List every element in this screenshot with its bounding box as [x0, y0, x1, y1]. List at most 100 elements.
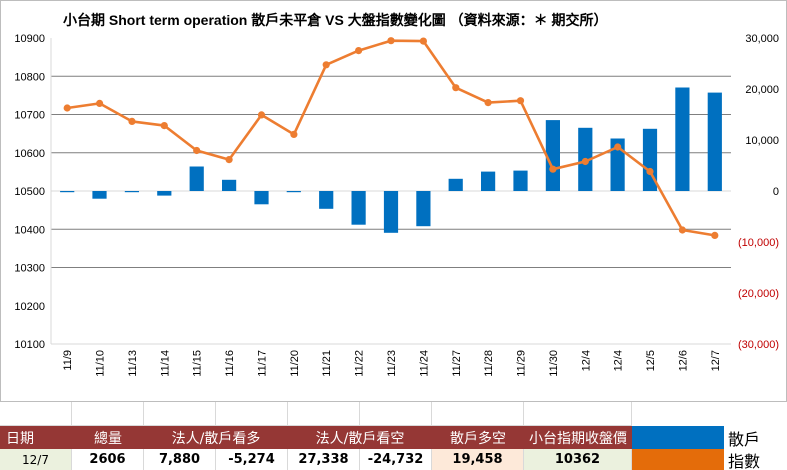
- bar: [383, 191, 399, 233]
- bar: [254, 191, 269, 205]
- header-long: 法人/散戶看多: [144, 426, 288, 449]
- right-tick-label: (20,000): [738, 288, 779, 300]
- x-axis: 11/9 11/10 11/13 11/14 11/15 11/16 11/17 11/20 1…: [62, 350, 722, 377]
- left-tick-label: 10800: [14, 71, 45, 83]
- x-tick-label: 11/9: [62, 350, 74, 371]
- x-tick-label: 11/13: [127, 350, 139, 377]
- line-point: [193, 146, 201, 155]
- bar: [157, 191, 172, 196]
- cell-retail-net: 19,458: [432, 449, 524, 470]
- bar-series: [60, 87, 722, 233]
- bar: [286, 191, 301, 193]
- x-tick-label: 11/17: [257, 350, 269, 377]
- line-point: [452, 84, 460, 92]
- x-tick-label: 11/23: [386, 350, 398, 377]
- bar: [92, 191, 107, 199]
- line-point: [646, 167, 654, 176]
- line-point: [63, 104, 71, 112]
- bar: [416, 191, 431, 227]
- right-tick-label: (10,000): [738, 237, 779, 249]
- line-point: [678, 226, 687, 234]
- x-tick-label: 11/29: [516, 350, 528, 377]
- x-tick-label: 11/24: [418, 350, 430, 377]
- bar: [610, 138, 625, 191]
- x-tick-label: 11/21: [321, 350, 333, 377]
- cell-long-retail: -5,274: [216, 449, 288, 470]
- cell-long-inst: 7,880: [144, 449, 216, 470]
- bar: [351, 191, 366, 225]
- table-blank-cell: [72, 402, 144, 426]
- bar: [319, 191, 334, 209]
- line-point: [96, 99, 104, 107]
- header-close: 小台指期收盤價: [524, 426, 632, 449]
- line-point: [257, 111, 266, 119]
- left-tick-label: 10600: [14, 148, 45, 160]
- right-tick-label: (30,000): [738, 339, 779, 351]
- data-table: 日期 總量 法人/散戶看多 法人/散戶看空 散戶多空 小台指期收盤價 散戶 12…: [0, 402, 787, 470]
- line-point: [711, 231, 719, 239]
- bar: [124, 191, 139, 193]
- bar: [675, 87, 690, 191]
- header-retail-net: 散戶多空: [432, 426, 524, 449]
- cell-short-retail: -24,732: [360, 449, 432, 470]
- right-axis: 30,000 20,000 10,000 0 (10,000) (20,000) (30,0…: [738, 33, 779, 351]
- line-point: [355, 47, 363, 55]
- bar: [481, 171, 496, 191]
- x-tick-label: 11/27: [451, 350, 463, 377]
- cell-total: 2606: [72, 449, 144, 470]
- x-tick-label: 11/10: [95, 350, 107, 377]
- left-tick-label: 10500: [14, 186, 45, 198]
- bar: [513, 170, 528, 191]
- x-tick-label: 11/28: [483, 350, 495, 377]
- x-tick-label: 12/4: [613, 350, 625, 371]
- legend-label-index: 指數: [728, 451, 761, 470]
- bar: [60, 191, 75, 193]
- table-blank-cell: [216, 402, 288, 426]
- left-tick-label: 10300: [14, 263, 45, 275]
- line-point: [614, 143, 622, 151]
- line-point: [549, 165, 557, 173]
- left-tick-label: 10700: [14, 110, 45, 122]
- x-tick-label: 12/4: [580, 350, 592, 371]
- cell-short-inst: 27,338: [288, 449, 360, 470]
- line-point: [322, 61, 330, 69]
- bar: [222, 179, 237, 191]
- left-tick-label: 10900: [14, 33, 45, 45]
- cell-close: 10362: [524, 449, 632, 470]
- line-point: [581, 157, 589, 166]
- table-blank-cell: [144, 402, 216, 426]
- x-tick-label: 11/16: [224, 350, 236, 377]
- header-date: 日期: [0, 426, 72, 449]
- line-point: [484, 99, 492, 107]
- cell-date: 12/7: [0, 449, 72, 470]
- x-tick-label: 12/7: [710, 350, 722, 371]
- header-short: 法人/散戶看空: [288, 426, 432, 449]
- right-tick-label: 20,000: [745, 84, 779, 96]
- line-point: [160, 122, 168, 130]
- left-tick-label: 10100: [14, 339, 45, 351]
- bar: [707, 92, 722, 191]
- chart: 小台期 Short term operation 散戶未平倉 VS 大盤指數變化…: [14, 12, 779, 377]
- chart-area: 小台期 Short term operation 散戶未平倉 VS 大盤指數變化…: [0, 0, 787, 402]
- x-tick-label: 11/15: [192, 350, 204, 377]
- line-point: [419, 37, 427, 45]
- line-point: [128, 117, 136, 125]
- table-blank-cell: [0, 402, 72, 426]
- x-tick-label: 11/22: [354, 350, 366, 377]
- right-tick-label: 10,000: [745, 135, 779, 147]
- left-axis: 10900 10800 10700 10600 10500 10400 10300 10200…: [14, 33, 45, 351]
- x-tick-label: 11/14: [159, 350, 171, 377]
- line-point: [516, 97, 525, 105]
- x-tick-label: 11/30: [548, 350, 560, 377]
- bar: [189, 166, 204, 191]
- table-blank-cell: [288, 402, 360, 426]
- left-tick-label: 10400: [14, 224, 45, 236]
- line-point: [225, 156, 233, 164]
- line-point: [387, 37, 395, 45]
- right-tick-label: 30,000: [745, 33, 779, 45]
- legend-label-retail: 散戶: [728, 429, 761, 449]
- table-blank-cell: [524, 402, 632, 426]
- legend-swatch-index: [632, 449, 724, 470]
- bar: [545, 120, 560, 191]
- chart-title: 小台期 Short term operation 散戶未平倉 VS 大盤指數變化…: [63, 12, 607, 28]
